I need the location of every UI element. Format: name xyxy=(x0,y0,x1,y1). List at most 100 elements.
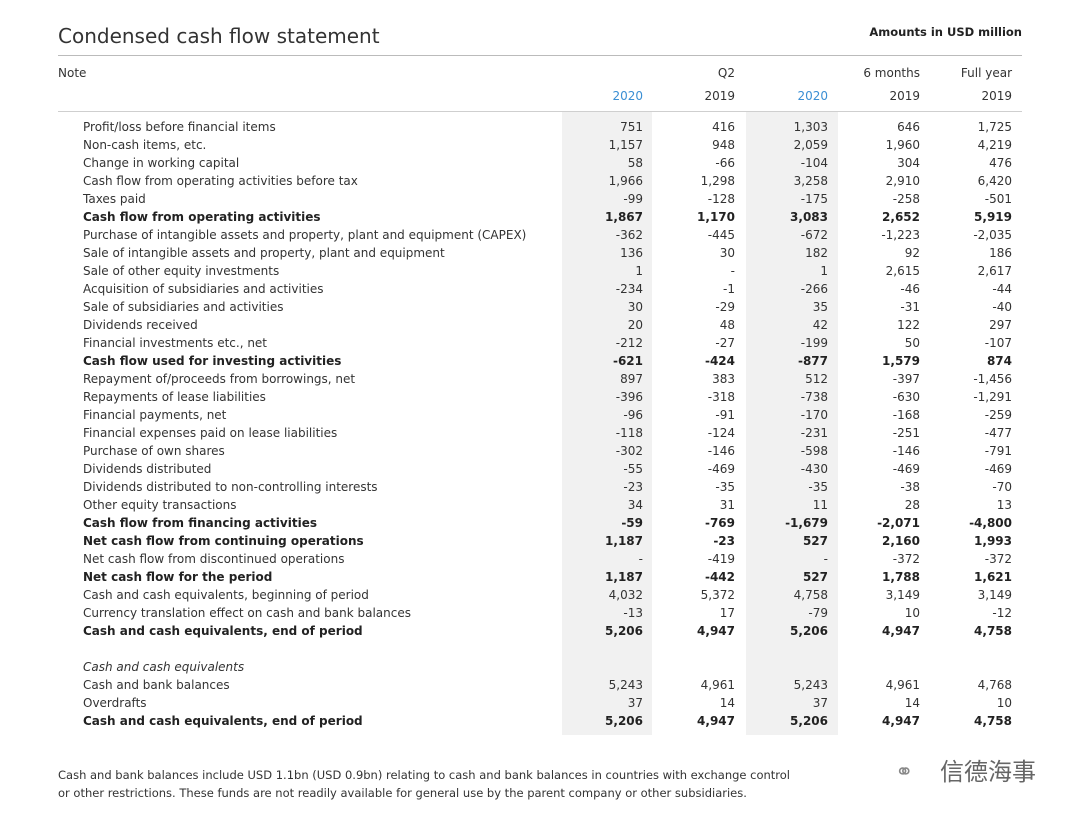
cell: 416 xyxy=(712,120,735,134)
footnote: Cash and bank balances include USD 1.1bn… xyxy=(58,768,791,782)
cell: -791 xyxy=(984,444,1012,458)
cell: 35 xyxy=(812,300,828,314)
cell: -170 xyxy=(800,408,828,422)
row-label: Profit/loss before financial items xyxy=(83,120,276,134)
row-label: Repayment of/proceeds from borrowings, n… xyxy=(83,372,356,386)
title-rule xyxy=(58,55,1022,56)
cell: -445 xyxy=(707,228,735,242)
cell: -124 xyxy=(707,426,735,440)
cell: 527 xyxy=(802,570,828,584)
cell: -31 xyxy=(900,300,920,314)
cell: 5,372 xyxy=(700,588,735,602)
cell: -12 xyxy=(992,606,1012,620)
row-label: Sale of subsidiaries and activities xyxy=(83,300,284,314)
row-label: Cash and cash equivalents, beginning of … xyxy=(83,588,369,602)
row-label: Net cash flow for the period xyxy=(83,570,273,584)
cell: -442 xyxy=(704,570,735,584)
year-header: 2019 xyxy=(889,89,920,103)
cell: 4,947 xyxy=(882,624,920,638)
cell: 28 xyxy=(904,498,920,512)
cell: 4,961 xyxy=(700,678,735,692)
cell: 3,149 xyxy=(977,588,1012,602)
cell: -29 xyxy=(715,300,735,314)
row-label: Sale of other equity investments xyxy=(83,264,280,278)
cell: 5,243 xyxy=(608,678,643,692)
cell: -1,223 xyxy=(881,228,920,242)
row-label: Purchase of own shares xyxy=(83,444,225,458)
cell: 2,652 xyxy=(882,210,920,224)
cell: 5,243 xyxy=(793,678,828,692)
cell: -13 xyxy=(623,606,643,620)
cell: 20 xyxy=(627,318,643,332)
cell: -104 xyxy=(800,156,828,170)
cell: 182 xyxy=(805,246,828,260)
cell: -419 xyxy=(707,552,735,566)
cell: -35 xyxy=(808,480,828,494)
cell: -91 xyxy=(715,408,735,422)
cell: 5,206 xyxy=(790,714,828,728)
cell: 92 xyxy=(904,246,920,260)
cell: -146 xyxy=(892,444,920,458)
cell: 1 xyxy=(635,264,643,278)
cell: -266 xyxy=(800,282,828,296)
cell: -430 xyxy=(800,462,828,476)
cell: 527 xyxy=(802,534,828,548)
cell: 646 xyxy=(897,120,920,134)
cell: 948 xyxy=(712,138,735,152)
row-label: Acquisition of subsidiaries and activiti… xyxy=(83,282,324,296)
units: Amounts in USD million xyxy=(869,25,1022,39)
cell: 4,032 xyxy=(608,588,643,602)
cell: 3,149 xyxy=(885,588,920,602)
cell: 37 xyxy=(627,696,643,710)
cell: 4,947 xyxy=(882,714,920,728)
cell: 1,170 xyxy=(697,210,735,224)
cell: -372 xyxy=(984,552,1012,566)
cell: -199 xyxy=(800,336,828,350)
cell: -251 xyxy=(892,426,920,440)
cell: 5,919 xyxy=(974,210,1012,224)
cell: 1,303 xyxy=(793,120,828,134)
cell: 6,420 xyxy=(977,174,1012,188)
row-label: Financial expenses paid on lease liabili… xyxy=(83,426,338,440)
cell: -1 xyxy=(723,282,735,296)
cell: 30 xyxy=(719,246,735,260)
cell: 58 xyxy=(627,156,643,170)
cell: 3,083 xyxy=(790,210,828,224)
year-header: 2020 xyxy=(797,89,828,103)
cell: -2,035 xyxy=(973,228,1012,242)
cell: 13 xyxy=(996,498,1012,512)
cell: -23 xyxy=(713,534,735,548)
cell: 4,758 xyxy=(793,588,828,602)
cell: -877 xyxy=(797,354,828,368)
cell: 4,961 xyxy=(885,678,920,692)
shade-column xyxy=(746,112,838,735)
cell: 2,615 xyxy=(885,264,920,278)
cell: 1,966 xyxy=(608,174,643,188)
cell: 31 xyxy=(719,498,735,512)
cell: -598 xyxy=(800,444,828,458)
footnote: or other restrictions. These funds are n… xyxy=(58,786,747,800)
cell: 2,059 xyxy=(793,138,828,152)
cell: 897 xyxy=(620,372,643,386)
cell: 37 xyxy=(812,696,828,710)
cell: 14 xyxy=(904,696,920,710)
row-label: Dividends distributed xyxy=(83,462,212,476)
cell: -23 xyxy=(623,480,643,494)
row-label: Cash flow from financing activities xyxy=(83,516,317,530)
row-label: Cash flow from operating activities xyxy=(83,210,321,224)
cell: 17 xyxy=(719,606,735,620)
cell: - xyxy=(730,264,735,278)
cell: 122 xyxy=(897,318,920,332)
row-label: Net cash flow from discontinued operatio… xyxy=(83,552,345,566)
cell: -44 xyxy=(992,282,1012,296)
cell: 1,788 xyxy=(882,570,920,584)
cell: -302 xyxy=(615,444,643,458)
cell: -738 xyxy=(800,390,828,404)
cell: -46 xyxy=(900,282,920,296)
cell: 1,993 xyxy=(974,534,1012,548)
row-label: Change in working capital xyxy=(83,156,240,170)
row-label: Cash flow from operating activities befo… xyxy=(83,174,358,188)
cell: -118 xyxy=(615,426,643,440)
title: Condensed cash flow statement xyxy=(58,24,380,48)
